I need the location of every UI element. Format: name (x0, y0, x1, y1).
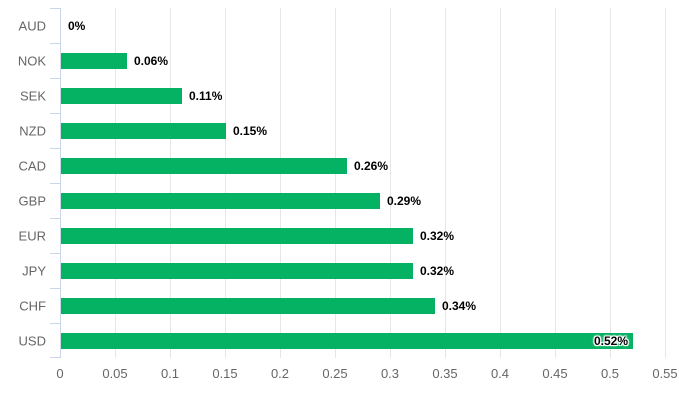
category-label-chf: CHF (19, 298, 46, 313)
x-axis-tick-label: 0.1 (160, 366, 180, 381)
bar-eur[interactable] (61, 227, 413, 244)
gridline (554, 8, 556, 358)
gridline (169, 8, 171, 358)
x-axis-tick-label: 0.35 (432, 366, 458, 381)
category-label-eur: EUR (18, 228, 46, 243)
bar-nok[interactable] (61, 52, 127, 69)
bar-nzd[interactable] (61, 122, 226, 139)
category-label-nzd: NZD (19, 123, 46, 138)
gridline (334, 8, 336, 358)
category-axis-tick (50, 78, 60, 79)
gridline (279, 8, 281, 358)
bar-value-label: 0.32% (420, 229, 455, 243)
x-axis-tick-label: 0.25 (322, 366, 348, 381)
category-label-jpy: JPY (22, 263, 46, 278)
category-label-sek: SEK (19, 88, 46, 103)
bar-value-label: 0.15% (233, 124, 268, 138)
category-label-aud: AUD (18, 18, 46, 33)
gridline (444, 8, 446, 358)
category-label-usd: USD (18, 333, 46, 348)
gridline (114, 8, 116, 358)
bar-usd[interactable] (61, 332, 633, 349)
bar-value-label: 0.52% (593, 334, 628, 348)
category-axis-tick (50, 148, 60, 149)
bar-value-label: 0.26% (354, 159, 389, 173)
bar-value-label: 0.32% (420, 264, 455, 278)
category-axis-tick (50, 288, 60, 289)
plot-area: 0% 0.06% 0.11% 0.15% 0.26% 0.29% 0.32% 0.32% 0.3… (50, 8, 666, 358)
x-axis-tick-label: 0.45 (542, 366, 568, 381)
category-axis-tick (50, 43, 60, 44)
bar-value-label: 0.34% (442, 299, 477, 313)
category-axis-tick (50, 323, 60, 324)
bar-value-label: 0% (68, 19, 86, 33)
bar-sek[interactable] (61, 87, 182, 104)
bar-value-label: 0.11% (189, 89, 223, 103)
category-label-cad: CAD (18, 158, 46, 173)
gridline (609, 8, 611, 358)
category-axis-tick (50, 218, 60, 219)
x-axis-tick-label: 0.3 (380, 366, 400, 381)
x-axis-tick-label: 0.2 (270, 366, 290, 381)
category-axis-tick (50, 253, 60, 254)
category-axis-tick (50, 113, 60, 114)
bar-value-label: 0.29% (387, 194, 422, 208)
x-axis-tick-label: 0.55 (652, 366, 678, 381)
x-axis-tick-label: 0.5 (600, 366, 620, 381)
gridline (664, 8, 666, 358)
bar-chf[interactable] (61, 297, 435, 314)
x-axis-tick-label: 0.4 (490, 366, 510, 381)
x-axis-tick-label: 0.15 (212, 366, 238, 381)
category-label-gbp: GBP (18, 193, 46, 208)
gridline (389, 8, 391, 358)
gridline (499, 8, 501, 358)
x-axis-tick-label: 0 (56, 366, 64, 381)
category-label-nok: NOK (17, 53, 46, 68)
gridline (224, 8, 226, 358)
x-axis-tick-label: 0.05 (102, 366, 128, 381)
category-axis-tick (50, 8, 60, 9)
category-axis-tick (50, 357, 60, 358)
bar-cad[interactable] (61, 157, 347, 174)
category-axis-line (60, 8, 61, 358)
category-axis-tick (50, 183, 60, 184)
bar-jpy[interactable] (61, 262, 413, 279)
bar-value-label: 0.06% (134, 54, 169, 68)
bar-gbp[interactable] (61, 192, 380, 209)
